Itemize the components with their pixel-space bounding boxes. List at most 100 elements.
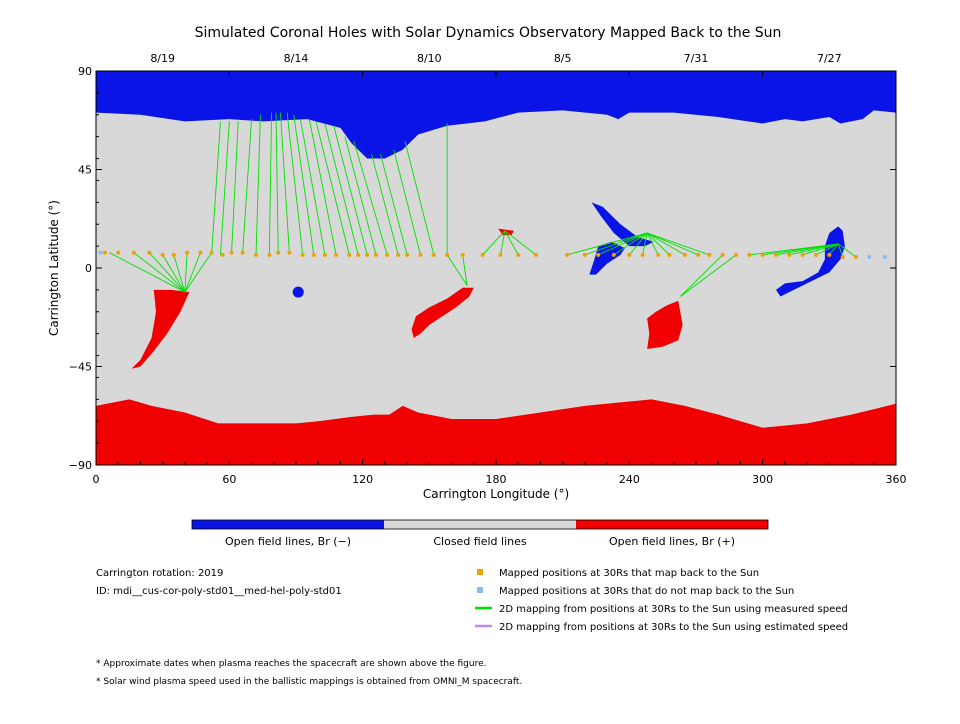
mapping-line-measured — [642, 232, 648, 255]
mapped-point — [640, 252, 645, 257]
mapped-point — [627, 252, 632, 257]
mapped-point — [287, 250, 292, 255]
mapped-point — [582, 252, 587, 257]
mapped-point — [209, 250, 214, 255]
mapped-point — [185, 250, 190, 255]
mapping-line-measured — [353, 140, 388, 255]
mapping-line-measured — [300, 119, 326, 255]
mapped-point — [516, 252, 521, 257]
mapped-point — [347, 252, 352, 257]
carrington-rotation: Carrington rotation: 2019 — [96, 568, 223, 579]
mapping-line-measured — [500, 230, 506, 255]
mapping-line-measured — [133, 252, 186, 293]
mapping-line-measured — [315, 121, 350, 255]
mapping-line-measured — [324, 123, 359, 255]
mapping-line-measured — [109, 252, 186, 293]
mapping-line-measured — [680, 254, 737, 297]
mapping-line-measured — [828, 243, 839, 256]
mapping-line-measured — [255, 114, 261, 255]
mapped-point — [682, 252, 687, 257]
mapped-point — [774, 252, 778, 257]
mapping-line-measured — [482, 230, 506, 256]
legend-unmapped-marker — [477, 587, 483, 593]
date-label: 8/5 — [554, 52, 572, 65]
x-tick-label: 240 — [619, 473, 640, 486]
mapped-point — [460, 252, 465, 257]
footnote-speed: * Solar wind plasma speed used in the ba… — [96, 677, 522, 687]
x-tick-label: 360 — [886, 473, 907, 486]
coronal-hole-positive — [131, 289, 190, 369]
mapping-line-measured — [646, 232, 710, 256]
mapping-line-measured — [462, 254, 468, 286]
closed-field-region — [96, 71, 896, 465]
legend-estimated-label: 2D mapping from positions at 30Rs to the… — [499, 622, 848, 633]
coronal-hole-positive — [647, 300, 683, 349]
coronal-hole-negative — [776, 226, 845, 297]
mapping-line-measured — [504, 230, 537, 256]
mapping-line-measured — [371, 154, 399, 255]
mapped-point — [707, 252, 712, 257]
mapping-line-measured — [646, 232, 686, 256]
mapped-point — [667, 252, 672, 257]
mapped-point — [300, 252, 305, 257]
y-axis-label: Carrington Latitude (°) — [47, 200, 61, 336]
mapped-point — [171, 252, 176, 257]
mapping-line-measured — [148, 252, 186, 293]
unmapped-point — [867, 255, 872, 260]
mapped-point — [787, 252, 792, 257]
mapping-line-measured — [646, 232, 659, 256]
mapped-point — [160, 252, 165, 257]
mapped-point — [696, 252, 701, 257]
mapping-line-measured — [584, 232, 648, 256]
mapped-point — [374, 252, 378, 257]
mapped-point — [220, 252, 225, 257]
y-tick-label: −90 — [69, 459, 92, 472]
mapping-line-measured — [184, 252, 201, 293]
north-polar-coronal-hole — [96, 71, 896, 159]
axes: 0 60 120 180 240 300 360 −90 −45 0 45 90 — [69, 65, 907, 486]
mapped-point — [854, 255, 858, 260]
mapped-point — [131, 250, 136, 255]
mapping-line-measured — [789, 243, 839, 256]
mapping-line-measured — [504, 230, 519, 256]
chart-title: Simulated Coronal Holes with Solar Dynam… — [195, 25, 782, 41]
mapping-line-measured — [566, 232, 648, 256]
date-label: 8/10 — [417, 52, 442, 65]
mapping-line-measured — [333, 125, 368, 255]
mapping-line-measured — [184, 252, 212, 293]
plot-area — [96, 71, 896, 465]
date-label: 8/14 — [284, 52, 309, 65]
mapping-line-measured — [242, 119, 253, 253]
mapped-point — [240, 250, 245, 255]
mapped-point — [747, 252, 752, 257]
colorbar-label-closed: Closed field lines — [433, 535, 527, 548]
mapped-point — [396, 252, 401, 257]
mapped-point — [365, 252, 370, 257]
unmapped-point — [882, 255, 887, 260]
date-label: 8/19 — [150, 52, 175, 65]
mapped-point — [445, 252, 450, 257]
y-tick-label: 90 — [78, 65, 92, 78]
mapping-line-measured — [628, 232, 648, 256]
mapped-point — [276, 250, 281, 255]
mapped-point — [254, 252, 258, 257]
mapping-line-measured — [293, 114, 315, 255]
mapping-line-measured — [173, 254, 186, 293]
date-label: 7/31 — [684, 52, 709, 65]
mapped-point — [418, 252, 423, 257]
x-tick-label: 120 — [352, 473, 373, 486]
mapped-point — [267, 252, 272, 257]
mapped-point — [102, 250, 107, 255]
mapping-line-measured — [646, 232, 699, 256]
mapped-point — [431, 252, 436, 257]
mapped-point — [116, 250, 121, 255]
y-tick-label: −45 — [69, 361, 92, 374]
south-polar-coronal-hole — [96, 399, 896, 465]
x-tick-label: 300 — [752, 473, 773, 486]
mapping-line-measured — [680, 254, 723, 297]
mapping-line-measured — [646, 232, 670, 256]
mapping-line-measured — [380, 154, 408, 255]
mapping-line-measured — [598, 232, 648, 256]
mapping-line-measured — [802, 243, 839, 256]
